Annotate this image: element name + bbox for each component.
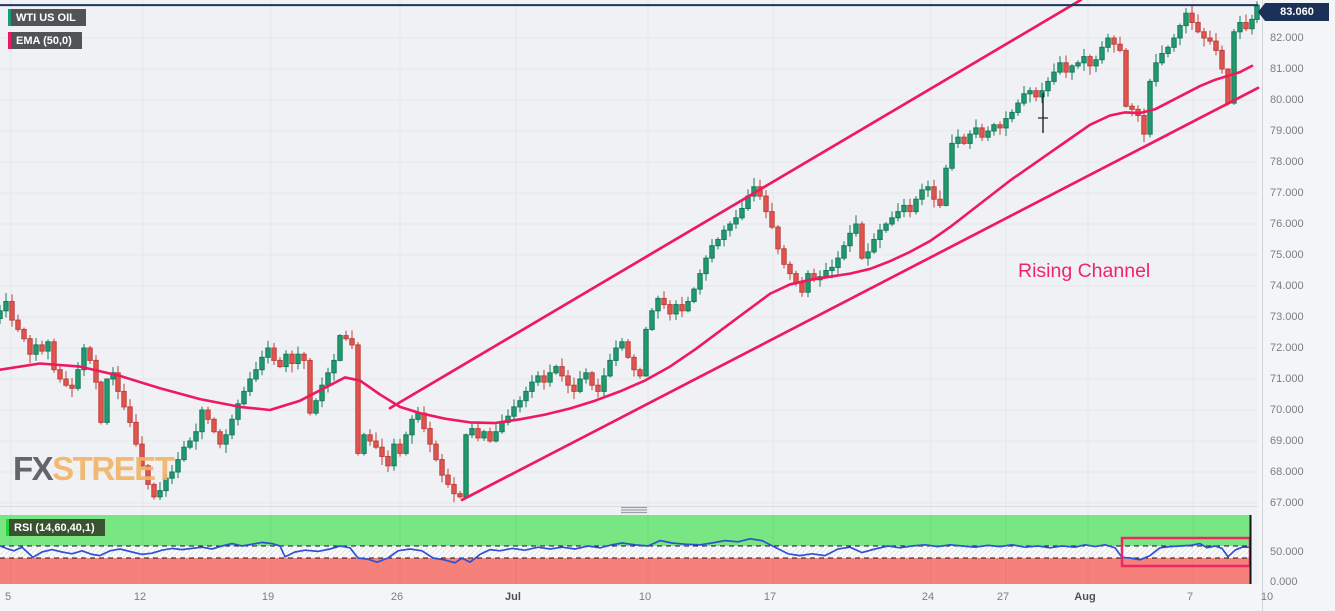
price-axis-label: 70.000 — [1270, 404, 1304, 416]
price-axis-label: 78.000 — [1270, 156, 1304, 168]
fxstreet-watermark: FXSTREET — [13, 450, 175, 488]
time-axis-label: 19 — [261, 591, 275, 603]
time-axis[interactable]: 5 12 19 26 Jul 10 17 24 27 Aug 7 10 — [0, 584, 1273, 611]
symbol-label: WTI US OIL — [16, 11, 76, 24]
rsi-legend-badge[interactable]: RSI (14,60,40,1) — [6, 519, 105, 536]
time-axis-label: 24 — [921, 591, 935, 603]
price-axis-label: 77.000 — [1270, 187, 1304, 199]
time-axis-label: 12 — [133, 591, 147, 603]
rsi-axis-label: 50.000 — [1270, 546, 1304, 558]
price-axis-label: 79.000 — [1270, 125, 1304, 137]
watermark-fx: FX — [13, 450, 54, 487]
ema-label: EMA (50,0) — [16, 34, 72, 47]
price-axis-label: 68.000 — [1270, 466, 1304, 478]
price-axis-label: 80.000 — [1270, 94, 1304, 106]
time-axis-label: 26 — [390, 591, 404, 603]
price-axis-label: 76.000 — [1270, 218, 1304, 230]
rising-channel-annotation: Rising Channel — [1018, 260, 1151, 282]
time-axis-label: 5 — [4, 591, 12, 603]
rsi-accent-bar — [6, 519, 9, 536]
time-axis-label: 7 — [1186, 591, 1194, 603]
symbol-accent-bar — [8, 9, 11, 26]
price-axis-label: 74.000 — [1270, 280, 1304, 292]
last-price-value: 83.060 — [1280, 6, 1314, 18]
time-axis-label: Jul — [505, 591, 521, 603]
time-axis-label: 10 — [1260, 591, 1274, 603]
time-axis-label: 27 — [996, 591, 1010, 603]
price-axis-label: 71.000 — [1270, 373, 1304, 385]
rsi-label: RSI (14,60,40,1) — [14, 521, 95, 534]
ema-legend-badge[interactable]: EMA (50,0) — [8, 32, 82, 49]
price-axis-label: 72.000 — [1270, 342, 1304, 354]
symbol-legend-badge[interactable]: WTI US OIL — [8, 9, 86, 26]
rsi-axis-label: 0.000 — [1270, 576, 1298, 588]
time-axis-label: 10 — [638, 591, 652, 603]
watermark-street: STREET — [52, 450, 175, 487]
time-axis-label: Aug — [1074, 591, 1096, 603]
price-axis-label: 82.000 — [1270, 32, 1304, 44]
price-axis-label: 69.000 — [1270, 435, 1304, 447]
price-axis-label: 81.000 — [1270, 63, 1304, 75]
time-axis-label: 17 — [763, 591, 777, 603]
price-axis[interactable]: 82.000 81.000 80.000 79.000 78.000 77.000 76.0… — [1258, 0, 1335, 611]
last-price-badge: 83.060 — [1258, 3, 1329, 21]
price-axis-label: 67.000 — [1270, 497, 1304, 509]
ema-accent-bar — [8, 32, 11, 49]
price-axis-label: 73.000 — [1270, 311, 1304, 323]
price-axis-label: 75.000 — [1270, 249, 1304, 261]
